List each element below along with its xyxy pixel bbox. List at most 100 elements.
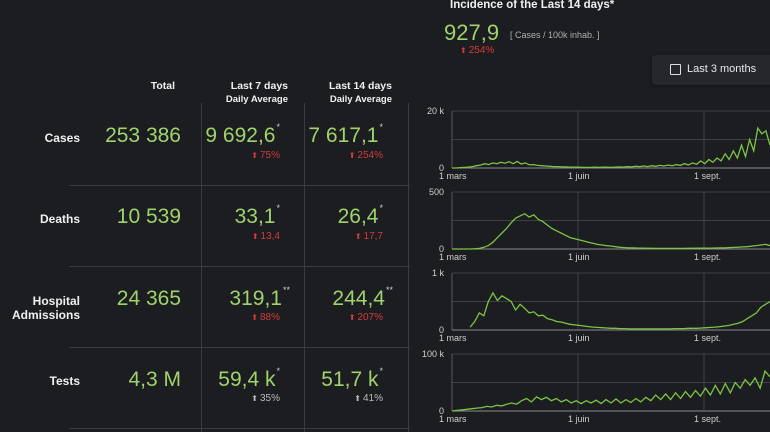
hospital-last14-change-value: 207% [357, 312, 383, 323]
checkbox-icon[interactable] [670, 64, 681, 75]
y-tick-label: 100 k [422, 349, 445, 359]
y-tick-label: 1 k [432, 268, 445, 278]
x-tick-label: 1 mars [439, 333, 467, 343]
x-tick-label: 1 juin [568, 414, 590, 424]
series-line-cases [452, 126, 770, 169]
x-tick-label: 1 sept. [694, 414, 721, 424]
hospital-last7: 319,1** [200, 285, 290, 311]
arrow-up-icon: ⬆ [348, 151, 356, 160]
incidence-change: ⬆ 254% [460, 45, 494, 56]
y-tick-label: 0 [439, 244, 444, 254]
y-tick-label: 0 [439, 325, 444, 335]
tests-last7: 59,4 k* [200, 366, 280, 392]
y-tick-label: 20 k [427, 106, 445, 116]
incidence-unit: [ Cases / 100k inhab. ] [510, 30, 600, 40]
cases-last7-value: 9 692,6 [205, 124, 276, 147]
row-label-line1: Hospital [32, 294, 80, 308]
hospital-last7-change-value: 88% [259, 312, 280, 323]
series-line-tests [451, 369, 770, 412]
deaths-last7-change-value: 13,4 [260, 231, 280, 242]
x-tick-label: 1 sept. [694, 171, 721, 181]
x-tick-label: 1 mars [439, 171, 467, 181]
footnote-mark: * [379, 203, 383, 213]
incidence-change-value: 254% [468, 45, 495, 56]
footnote-mark: * [379, 122, 383, 132]
column-last7-title: Last 7 days [230, 80, 288, 92]
cases-last7-change-value: 75% [259, 150, 280, 161]
column-last7: Last 7 days Daily Average [200, 80, 288, 105]
deaths-last7: 33,1* [200, 203, 280, 229]
last-3-months-toggle[interactable]: Last 3 months [652, 55, 770, 85]
row-label-hospital-admissions: Hospital Admissions [0, 294, 80, 322]
footnote-mark: ** [282, 285, 290, 295]
footnote-mark: * [276, 366, 280, 376]
footnote-mark: * [379, 366, 383, 376]
series-line-hospital_admissions [469, 291, 770, 330]
incidence-value: 927,9 [444, 20, 500, 45]
footnote-mark: * [276, 203, 280, 213]
column-last14-sub: Daily Average [329, 94, 392, 105]
deaths-last7-change: ⬆ 13,4 [200, 231, 280, 242]
x-tick-label: 1 juin [568, 171, 590, 181]
tests-last7-change: ⬆ 35% [200, 393, 280, 404]
arrow-up-icon: ⬆ [348, 313, 356, 322]
arrow-up-icon: ⬆ [251, 313, 258, 322]
hospital-last14-change: ⬆ 207% [300, 312, 383, 323]
cases-last14-change: ⬆ 254% [300, 150, 383, 161]
divider [69, 347, 410, 348]
divider [69, 428, 410, 429]
hospital-last14: 244,4** [300, 285, 393, 311]
cases-last14-value: 7 617,1 [308, 124, 379, 147]
arrow-up-icon: ⬆ [460, 46, 467, 55]
divider [304, 103, 305, 432]
arrow-up-icon: ⬆ [354, 394, 361, 403]
divider [69, 266, 410, 267]
y-tick-label: 0 [439, 163, 444, 173]
x-tick-label: 1 sept. [694, 333, 721, 343]
column-total: Total [150, 80, 175, 92]
deaths-chart[interactable]: 500 0 1 mars 1 juin 1 sept. [410, 184, 770, 264]
cases-last7: 9 692,6* [200, 122, 280, 148]
x-tick-label: 1 sept. [694, 252, 721, 262]
row-label-tests: Tests [49, 374, 80, 388]
series-line-deaths [452, 212, 770, 250]
divider [69, 185, 410, 186]
arrow-up-icon: ⬆ [251, 151, 258, 160]
hospital-last7-change: ⬆ 88% [200, 312, 280, 323]
deaths-last7-value: 33,1 [234, 205, 276, 228]
row-label-cases: Cases [44, 131, 80, 145]
y-tick-label: 500 [429, 187, 444, 197]
tests-last14: 51,7 k* [300, 366, 383, 392]
chart-svg: 500 01 mars 1 juin 1 sept. [429, 187, 770, 262]
deaths-last14: 26,4* [300, 203, 383, 229]
row-label-line2: Admissions [11, 308, 80, 322]
deaths-last14-change-value: 17,7 [363, 231, 383, 242]
arrow-up-icon: ⬆ [251, 232, 259, 241]
x-tick-label: 1 juin [568, 252, 590, 262]
x-tick-label: 1 mars [439, 414, 467, 424]
row-label-deaths: Deaths [39, 212, 80, 226]
hospital-last7-value: 319,1 [229, 287, 282, 310]
column-last7-sub: Daily Average [225, 94, 288, 105]
cases-last14: 7 617,1* [300, 122, 383, 148]
deaths-last14-change: ⬆ 17,7 [300, 231, 383, 242]
hospital-last14-value: 244,4 [332, 287, 385, 310]
y-tick-label: 0 [439, 406, 444, 416]
deaths-last14-value: 26,4 [337, 205, 379, 228]
arrow-up-icon: ⬆ [354, 232, 362, 241]
deaths-total: 10 539 [116, 205, 181, 228]
tests-last7-change-value: 35% [259, 393, 280, 404]
footnote-mark: * [276, 122, 280, 132]
tests-last14-change: ⬆ 41% [300, 393, 383, 404]
column-last14-title: Last 14 days [328, 80, 392, 92]
hospital-total: 24 365 [116, 287, 181, 310]
tests-last14-value: 51,7 k [321, 368, 379, 391]
divider [201, 103, 202, 432]
column-last14: Last 14 days Daily Average [302, 80, 392, 105]
chart-svg: 100 k 01 mars 1 juin 1 sept. [422, 349, 770, 424]
incidence-title: Incidence of the Last 14 days* [450, 0, 615, 11]
footnote-mark: ** [385, 285, 393, 295]
